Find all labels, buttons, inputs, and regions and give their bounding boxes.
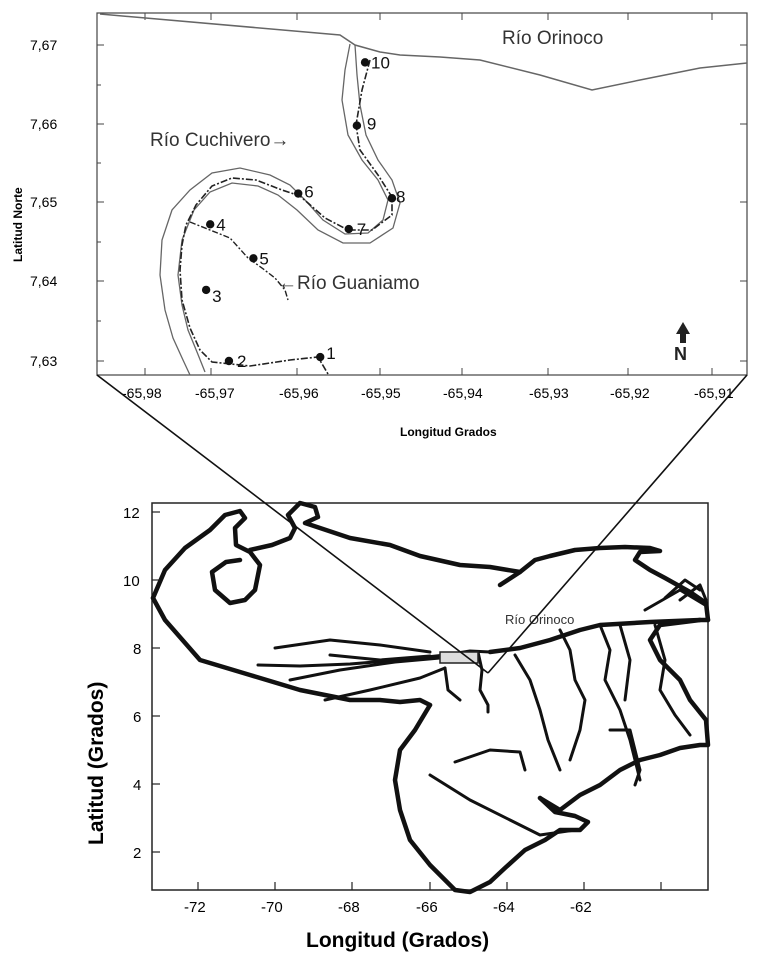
venezuela-y-tick: 4 — [133, 777, 141, 794]
north-arrow-label: N — [674, 344, 687, 364]
sampling-site-marker — [344, 224, 353, 234]
inset-y-axis-label: Latitud Norte — [11, 187, 25, 262]
sampling-site-label: 7 — [357, 220, 366, 239]
sampling-site-marker — [201, 285, 211, 295]
inset-x-tick: -65,91 — [694, 385, 734, 401]
guaniamo-river — [189, 221, 289, 301]
sampling-site-label: 1 — [326, 344, 335, 363]
inset-x-tick: -65,95 — [361, 385, 401, 401]
venezuela-y-tick: 8 — [133, 641, 141, 658]
sampling-site-marker — [249, 254, 258, 263]
venezuela-x-tick: -62 — [570, 899, 592, 916]
venezuela-x-tick: -66 — [416, 899, 438, 916]
sampling-site-label: 8 — [396, 187, 405, 206]
guaniamo-label: ←Río Guaniamo — [278, 273, 420, 294]
venezuela-x-axis-label: Longitud (Grados) — [306, 929, 489, 952]
venezuela-y-ticks — [152, 511, 160, 853]
sampling-site-marker — [294, 189, 303, 198]
venezuela-x-ticks — [197, 882, 662, 890]
venezuela-x-tick: -64 — [493, 899, 515, 916]
inset-map: 1 2 3 4 5 6 7 8 9 10 Río Orinoco Río Cuchivero→ ←… — [11, 12, 748, 439]
venezuela-y-tick-labels: 12 10 8 6 4 2 — [123, 505, 141, 862]
inset-x-tick: -65,93 — [529, 385, 569, 401]
inset-y-tick: 7,63 — [30, 353, 57, 369]
inset-x-tick: -65,96 — [279, 385, 319, 401]
sampling-sites: 1 2 3 4 5 6 7 8 9 10 — [201, 53, 405, 371]
venezuela-x-tick: -68 — [338, 899, 360, 916]
sampling-site-label: 9 — [367, 115, 376, 134]
sampling-site-marker — [316, 352, 325, 362]
venezuela-y-tick: 12 — [123, 505, 140, 522]
inset-map-frame — [96, 12, 748, 376]
sampling-site-marker — [387, 194, 397, 203]
inset-x-tick: -65,94 — [443, 385, 483, 401]
inset-y-tick: 7,64 — [30, 273, 57, 289]
sampling-site-label: 6 — [304, 183, 313, 202]
sampling-site-marker — [206, 220, 215, 229]
venezuela-orinoco-label: Río Orinoco — [505, 612, 574, 627]
inset-x-axis-label: Longitud Grados — [400, 425, 497, 439]
cuchivero-label: Río Cuchivero→ — [150, 130, 289, 151]
venezuela-rivers — [256, 578, 708, 837]
study-area-box — [439, 651, 479, 664]
cuchivero-inner-bank — [177, 44, 401, 373]
sampling-site-marker — [224, 356, 234, 366]
connector-right — [487, 374, 748, 674]
venezuela-x-tick-labels: -72 -70 -68 -66 -64 -62 — [184, 899, 592, 916]
venezuela-y-tick: 10 — [123, 573, 140, 590]
venezuela-map-frame — [151, 502, 709, 891]
sampling-site-marker — [360, 58, 370, 67]
cuchivero-channel — [179, 59, 393, 375]
zoom-connector-lines — [96, 374, 748, 674]
orinoco-bank — [99, 13, 748, 91]
sampling-site-label: 2 — [237, 352, 246, 371]
sampling-site-marker — [352, 121, 362, 130]
sampling-site-label: 10 — [371, 53, 390, 72]
venezuela-y-tick: 6 — [133, 709, 141, 726]
sampling-site-label: 4 — [216, 215, 225, 234]
north-arrow-icon: N — [674, 322, 690, 364]
inset-y-tick: 7,65 — [30, 194, 57, 210]
venezuela-outline — [150, 500, 711, 895]
venezuela-x-tick: -72 — [184, 899, 206, 916]
venezuela-y-axis-label: Latitud (Grados) — [85, 682, 108, 845]
inset-y-tick: 7,67 — [30, 37, 57, 53]
inset-y-ticks — [97, 44, 747, 362]
inset-x-tick: -65,98 — [122, 385, 162, 401]
orinoco-label: Río Orinoco — [502, 28, 603, 49]
inset-x-ticks — [144, 13, 713, 375]
sampling-site-label: 5 — [259, 249, 268, 268]
inset-x-tick-labels: -65,98 -65,97 -65,96 -65,95 -65,94 -65,9… — [122, 385, 734, 401]
inset-y-tick: 7,66 — [30, 116, 57, 132]
venezuela-y-tick: 2 — [133, 845, 141, 862]
venezuela-x-tick: -70 — [261, 899, 283, 916]
inset-x-tick: -65,97 — [195, 385, 235, 401]
inset-x-tick: -65,92 — [610, 385, 650, 401]
inset-y-tick-labels: 7,67 7,66 7,65 7,64 7,63 — [30, 37, 57, 369]
connector-left — [96, 374, 489, 674]
sampling-site-label: 3 — [212, 287, 221, 306]
venezuela-map: 12 10 8 6 4 2 -72 -70 -68 -66 -64 -62 Lo… — [85, 500, 711, 952]
